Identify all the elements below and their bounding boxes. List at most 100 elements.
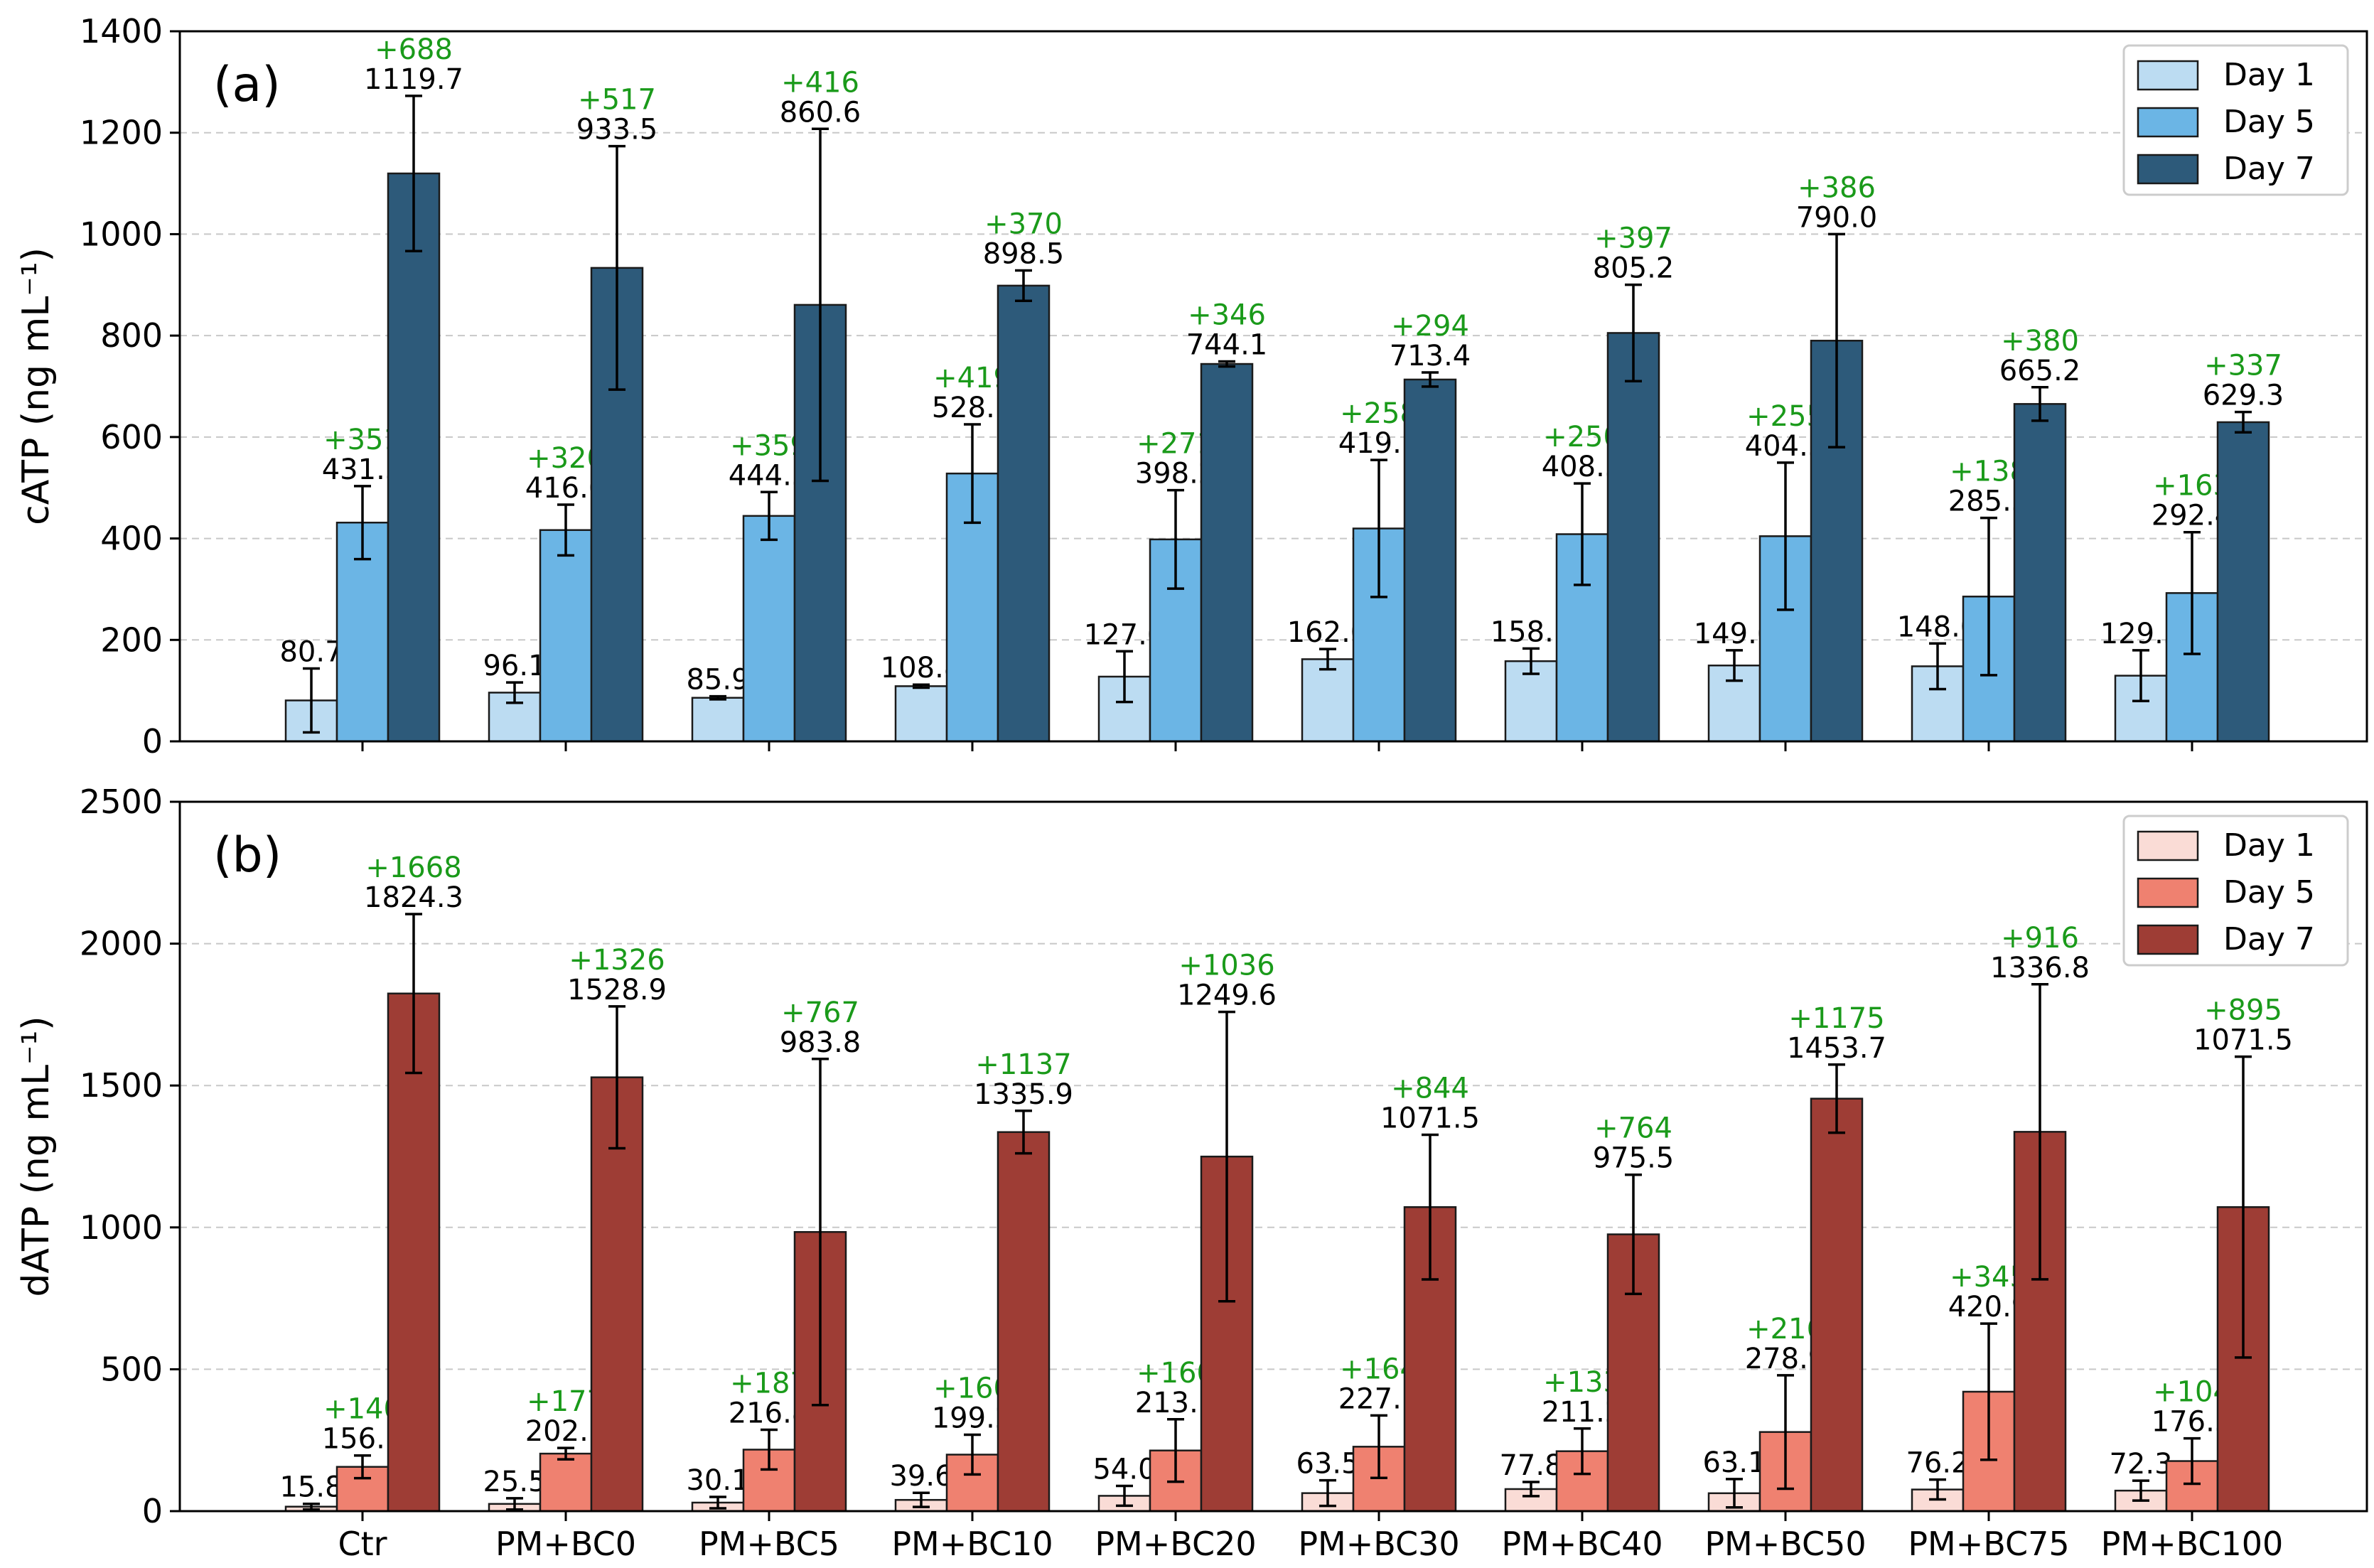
bar-day7: [2216, 421, 2270, 743]
data-label: 25.5: [483, 1466, 546, 1498]
data-label: 63.5: [1296, 1448, 1359, 1481]
x-tick-label: PM+BC30: [1298, 1525, 1459, 1563]
increase-label: +416: [781, 66, 859, 99]
legend: Day 1 Day 5 Day 7: [2122, 44, 2349, 196]
increase-label: +397: [1594, 222, 1672, 255]
bar-day1: [1301, 658, 1355, 743]
panel-label: (b): [213, 827, 281, 884]
panel-b: 0 500 1000 1500 2000 2500 dATP (ng mL⁻¹) (b) 15.…: [15, 783, 2368, 1563]
data-label: 1071.5: [1380, 1102, 1480, 1134]
bar-day7: [590, 1076, 644, 1513]
increase-label: +916: [2001, 922, 2079, 955]
legend-swatch: [2137, 877, 2199, 908]
data-label: 63.1: [1702, 1446, 1766, 1479]
y-tick-label: 600: [100, 418, 163, 456]
legend: Day 1 Day 5 Day 7: [2122, 815, 2349, 967]
panel-a: 0 200 400 600 800 1000 1200 1400 cATP (ng mL⁻¹) (…: [15, 12, 2368, 761]
data-label: 96.1: [483, 650, 546, 682]
increase-label: +294: [1391, 310, 1469, 343]
data-label: 629.3: [2203, 380, 2284, 412]
data-label: 983.8: [780, 1026, 861, 1059]
legend-label: Day 5: [2223, 874, 2315, 911]
legend-label: Day 7: [2223, 151, 2315, 187]
x-tick-label: PM+BC5: [699, 1525, 839, 1563]
bar-day1: [894, 685, 948, 743]
increase-label: +337: [2204, 350, 2282, 382]
bar-day1: [691, 697, 745, 743]
y-tick-label: 1200: [80, 114, 163, 152]
x-tick-label: PM+BC40: [1501, 1525, 1663, 1563]
data-label: 15.8: [279, 1471, 343, 1504]
x-tick-label: PM+BC75: [1908, 1525, 2069, 1563]
bar-day7: [387, 992, 441, 1513]
increase-label: +517: [578, 84, 656, 117]
data-label: 77.8: [1499, 1449, 1562, 1482]
bar-day5: [539, 529, 593, 743]
data-label: 76.2: [1906, 1447, 1969, 1480]
y-axis-label: cATP (ng mL⁻¹): [15, 247, 58, 525]
bar-day7: [997, 284, 1051, 743]
data-label: 54.0: [1092, 1453, 1156, 1486]
x-tick-label: PM+BC100: [2101, 1525, 2284, 1563]
legend-label: Day 1: [2223, 57, 2315, 93]
y-tick-label: 1400: [80, 12, 163, 50]
legend-swatch: [2137, 830, 2199, 861]
panel-label: (a): [213, 57, 281, 113]
data-label: 790.0: [1796, 201, 1878, 234]
y-tick-label: 200: [100, 621, 163, 659]
legend-swatch: [2137, 60, 2199, 91]
plot-frame: [178, 30, 2368, 743]
increase-label: +688: [375, 33, 453, 66]
legend-label: Day 5: [2223, 104, 2315, 140]
y-axis-label: dATP (ng mL⁻¹): [15, 1016, 58, 1296]
x-tick-label: PM+BC20: [1095, 1525, 1256, 1563]
increase-label: +386: [1798, 171, 1876, 204]
data-label: 1528.9: [567, 974, 667, 1006]
increase-label: +1326: [569, 944, 665, 977]
y-tick-label: 0: [142, 1492, 163, 1530]
bar-day7: [1403, 378, 1457, 743]
data-label: 39.6: [889, 1460, 952, 1493]
legend-swatch: [2137, 107, 2199, 138]
bar-day5: [742, 515, 796, 743]
y-tick-label: 800: [100, 316, 163, 355]
x-tick-label: PM+BC10: [891, 1525, 1053, 1563]
y-tick-label: 2500: [80, 783, 163, 821]
y-tick-label: 2000: [80, 925, 163, 963]
data-label: 80.7: [279, 635, 343, 668]
bar-day5: [539, 1452, 593, 1513]
increase-label: +1036: [1178, 950, 1274, 982]
increase-label: +370: [984, 208, 1063, 240]
y-tick-label: 400: [100, 520, 163, 558]
data-label: 860.6: [780, 96, 861, 129]
plot-frame: [178, 800, 2368, 1513]
data-label: 933.5: [576, 114, 658, 146]
x-tick-label: Ctr: [338, 1525, 387, 1563]
increase-label: +346: [1188, 299, 1266, 331]
legend-swatch: [2137, 924, 2199, 955]
increase-label: +844: [1391, 1072, 1469, 1105]
increase-label: +1668: [365, 852, 461, 884]
bar-day7: [1810, 1097, 1864, 1513]
x-tick-label: PM+BC50: [1704, 1525, 1866, 1563]
data-label: 72.3: [2109, 1448, 2172, 1481]
y-tick-label: 500: [100, 1350, 163, 1388]
increase-label: +767: [781, 997, 859, 1029]
increase-label: +895: [2204, 994, 2282, 1027]
data-label: 744.1: [1186, 328, 1268, 361]
bar-day7: [387, 172, 441, 743]
data-label: 975.5: [1593, 1142, 1675, 1175]
bar-day7: [2013, 403, 2067, 743]
bar-day7: [997, 1131, 1051, 1513]
increase-label: +380: [2001, 325, 2079, 358]
data-label: 1335.9: [974, 1078, 1073, 1111]
data-label: 665.2: [1999, 355, 2081, 387]
legend-label: Day 1: [2223, 827, 2315, 864]
data-label: 1249.6: [1177, 979, 1277, 1012]
data-label: 898.5: [983, 237, 1065, 270]
bar-day7: [1200, 363, 1254, 743]
bar-day7: [1606, 332, 1660, 743]
data-label: 713.4: [1390, 340, 1471, 372]
y-tick-label: 1000: [80, 215, 163, 253]
